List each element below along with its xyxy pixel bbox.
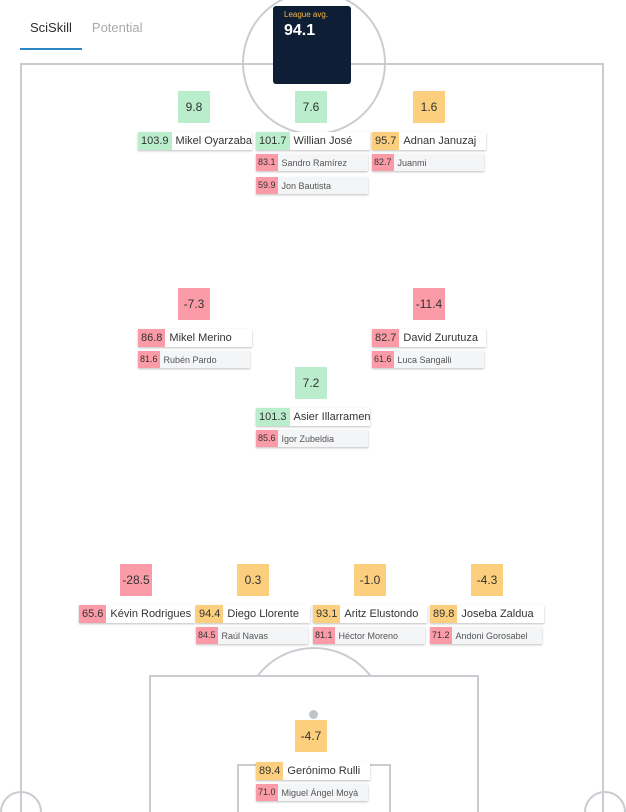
player-name: Mikel Merino <box>169 332 232 344</box>
substitute-name: Rubén Pardo <box>163 354 217 365</box>
penalty-spot <box>309 710 318 719</box>
substitute-rating: 82.7 <box>372 154 394 171</box>
score-delta-adnan-januzaj: 1.6 <box>413 91 445 123</box>
player-rating: 65.6 <box>79 605 107 623</box>
player-name: Aritz Elustondo <box>344 608 419 620</box>
score-delta-asier-illarramendi: 7.2 <box>295 367 327 399</box>
player-rating: 94.4 <box>196 605 224 623</box>
corner-arc-right <box>584 791 626 812</box>
score-delta-mikel-merino: -7.3 <box>178 288 210 320</box>
substitute-card-jon-bautista[interactable]: 59.9 Jon Bautista <box>256 177 368 194</box>
player-name: Adnan Januzaj <box>403 135 477 147</box>
substitute-card-hector-moreno[interactable]: 81.1 Héctor Moreno <box>313 627 425 644</box>
player-card-david-zurutuza[interactable]: 82.7 David Zurutuza <box>372 329 486 347</box>
player-rating: 86.8 <box>138 329 166 347</box>
substitute-name: Juanmi <box>397 157 427 168</box>
player-rating: 89.8 <box>430 605 458 623</box>
player-name: Mikel Oyarzabal <box>175 135 252 147</box>
player-rating: 82.7 <box>372 329 400 347</box>
substitute-name: Igor Zubeldia <box>281 433 335 444</box>
score-delta-mikel-oyarzabal: 9.8 <box>178 91 210 123</box>
score-delta-aritz-elustondo: -1.0 <box>354 564 386 596</box>
score-delta-geronimo-rulli: -4.7 <box>295 720 327 752</box>
substitute-card-andoni-gorosabel[interactable]: 71.2 Andoni Gorosabel <box>430 627 542 644</box>
tab-sciskill[interactable]: SciSkill <box>20 0 82 50</box>
substitute-rating: 71.0 <box>256 784 278 801</box>
substitute-name: Héctor Moreno <box>338 630 399 641</box>
player-name: Diego Llorente <box>227 608 299 620</box>
substitute-name: Raúl Navas <box>221 630 269 641</box>
substitute-rating: 85.6 <box>256 430 278 447</box>
substitute-card-luca-sangalli[interactable]: 61.6 Luca Sangalli <box>372 351 484 368</box>
league-average-value: 94.1 <box>284 22 316 39</box>
substitute-name: Andoni Gorosabel <box>455 630 528 641</box>
substitute-card-igor-zubeldia[interactable]: 85.6 Igor Zubeldia <box>256 430 368 447</box>
player-rating: 93.1 <box>313 605 341 623</box>
corner-arc-left <box>0 791 42 812</box>
player-name: Gerónimo Rulli <box>287 765 361 777</box>
player-name: David Zurutuza <box>403 332 479 344</box>
player-card-mikel-oyarzabal[interactable]: 103.9 Mikel Oyarzabal <box>138 132 252 150</box>
player-rating: 89.4 <box>256 762 284 780</box>
player-rating: 103.9 <box>138 132 172 150</box>
player-rating: 101.3 <box>256 408 290 426</box>
substitute-rating: 81.6 <box>138 351 160 368</box>
player-name: Willian José <box>293 135 353 147</box>
player-card-kevin-rodrigues[interactable]: 65.6 Kévin Rodrigues <box>79 605 195 623</box>
league-average-label: League avg. <box>284 10 329 19</box>
player-card-adnan-januzaj[interactable]: 95.7 Adnan Januzaj <box>372 132 486 150</box>
player-card-diego-llorente[interactable]: 94.4 Diego Llorente <box>196 605 310 623</box>
player-rating: 95.7 <box>372 132 400 150</box>
player-card-geronimo-rulli[interactable]: 89.4 Gerónimo Rulli <box>256 762 370 780</box>
score-delta-joseba-zaldua: -4.3 <box>471 564 503 596</box>
score-delta-diego-llorente: 0.3 <box>237 564 269 596</box>
score-delta-kevin-rodrigues: -28.5 <box>120 564 152 596</box>
player-card-mikel-merino[interactable]: 86.8 Mikel Merino <box>138 329 252 347</box>
substitute-card-raul-navas[interactable]: 84.5 Raúl Navas <box>196 627 308 644</box>
substitute-name: Jon Bautista <box>281 180 332 191</box>
league-average-badge: League avg. 94.1 <box>273 6 351 84</box>
player-card-aritz-elustondo[interactable]: 93.1 Aritz Elustondo <box>313 605 427 623</box>
tab-potential[interactable]: Potential <box>91 20 143 35</box>
player-name: Asier Illarramendi <box>293 411 370 423</box>
substitute-rating: 84.5 <box>196 627 218 644</box>
player-card-joseba-zaldua[interactable]: 89.8 Joseba Zaldua <box>430 605 544 623</box>
substitute-card-sandro-ramirez[interactable]: 83.1 Sandro Ramírez <box>256 154 368 171</box>
substitute-rating: 83.1 <box>256 154 278 171</box>
substitute-rating: 71.2 <box>430 627 452 644</box>
substitute-rating: 61.6 <box>372 351 394 368</box>
player-name: Kévin Rodrigues <box>110 608 192 620</box>
player-rating: 101.7 <box>256 132 290 150</box>
score-delta-willian-jose: 7.6 <box>295 91 327 123</box>
substitute-card-juanmi[interactable]: 82.7 Juanmi <box>372 154 484 171</box>
tab-bar: SciSkill Potential <box>20 0 153 50</box>
player-name: Joseba Zaldua <box>461 608 534 620</box>
substitute-name: Miguel Ángel Moyà <box>281 787 359 798</box>
substitute-rating: 59.9 <box>256 177 278 194</box>
substitute-rating: 81.1 <box>313 627 335 644</box>
substitute-card-ruben-pardo[interactable]: 81.6 Rubén Pardo <box>138 351 250 368</box>
substitute-name: Luca Sangalli <box>397 354 452 365</box>
substitute-name: Sandro Ramírez <box>281 157 348 168</box>
player-card-willian-jose[interactable]: 101.7 Willian José <box>256 132 370 150</box>
substitute-card-miguel-angel-moya[interactable]: 71.0 Miguel Ángel Moyà <box>256 784 368 801</box>
score-delta-david-zurutuza: -11.4 <box>413 288 445 320</box>
